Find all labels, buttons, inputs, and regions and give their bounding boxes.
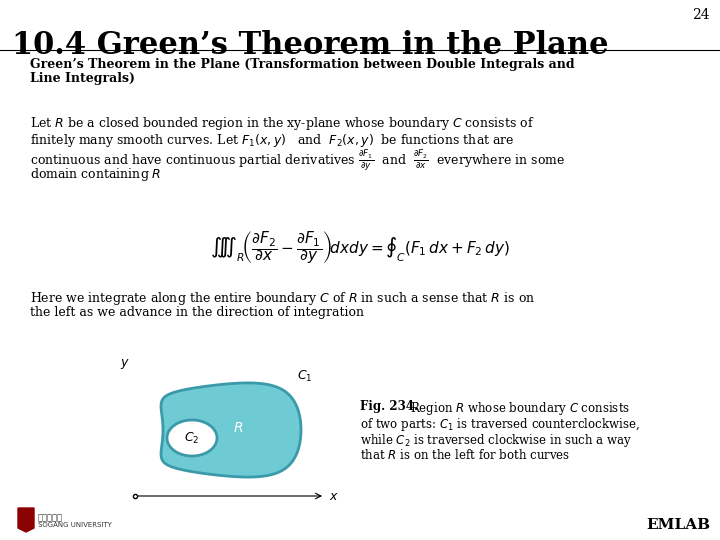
Text: $x$: $x$ bbox=[329, 489, 339, 503]
Text: Line Integrals): Line Integrals) bbox=[30, 72, 135, 85]
Text: 서강대학교: 서강대학교 bbox=[38, 513, 63, 522]
Text: domain containing $R$: domain containing $R$ bbox=[30, 166, 161, 183]
Text: $C_1$: $C_1$ bbox=[297, 369, 312, 384]
Text: 24: 24 bbox=[693, 8, 710, 22]
Polygon shape bbox=[18, 508, 34, 532]
Text: continuous and have continuous partial derivatives $\frac{\partial F_1}{\partial: continuous and have continuous partial d… bbox=[30, 149, 565, 174]
Text: EMLAB: EMLAB bbox=[646, 518, 710, 532]
Text: Here we integrate along the entire boundary $C$ of $R$ in such a sense that $R$ : Here we integrate along the entire bound… bbox=[30, 290, 535, 307]
Text: Green’s Theorem in the Plane (Transformation between Double Integrals and: Green’s Theorem in the Plane (Transforma… bbox=[30, 58, 575, 71]
Text: $y$: $y$ bbox=[120, 357, 130, 371]
Text: the left as we advance in the direction of integration: the left as we advance in the direction … bbox=[30, 306, 364, 319]
Text: SOGANG UNIVERSITY: SOGANG UNIVERSITY bbox=[38, 522, 112, 528]
Polygon shape bbox=[167, 420, 217, 456]
Text: finitely many smooth curves. Let $F_1(x, y)$   and  $F_2(x, y)$  be functions th: finitely many smooth curves. Let $F_1(x,… bbox=[30, 132, 515, 149]
Text: $C_2$: $C_2$ bbox=[184, 430, 199, 445]
Text: $R$: $R$ bbox=[233, 421, 243, 435]
Text: Region $R$ whose boundary $C$ consists: Region $R$ whose boundary $C$ consists bbox=[410, 400, 630, 417]
Text: 10.4 Green’s Theorem in the Plane: 10.4 Green’s Theorem in the Plane bbox=[12, 30, 608, 61]
Text: Let $R$ be a closed bounded region in the xy-plane whose boundary $C$ consists o: Let $R$ be a closed bounded region in th… bbox=[30, 115, 535, 132]
Text: Fig. 234.: Fig. 234. bbox=[360, 400, 418, 413]
Text: that $R$ is on the left for both curves: that $R$ is on the left for both curves bbox=[360, 448, 570, 462]
Text: while $C_2$ is traversed clockwise in such a way: while $C_2$ is traversed clockwise in su… bbox=[360, 432, 632, 449]
Polygon shape bbox=[161, 383, 301, 477]
Text: $\iint\!\!\!\iint_R\!\left(\dfrac{\partial F_2}{\partial x} - \dfrac{\partial F_: $\iint\!\!\!\iint_R\!\left(\dfrac{\parti… bbox=[210, 230, 510, 267]
Text: of two parts: $C_1$ is traversed counterclockwise,: of two parts: $C_1$ is traversed counter… bbox=[360, 416, 640, 433]
